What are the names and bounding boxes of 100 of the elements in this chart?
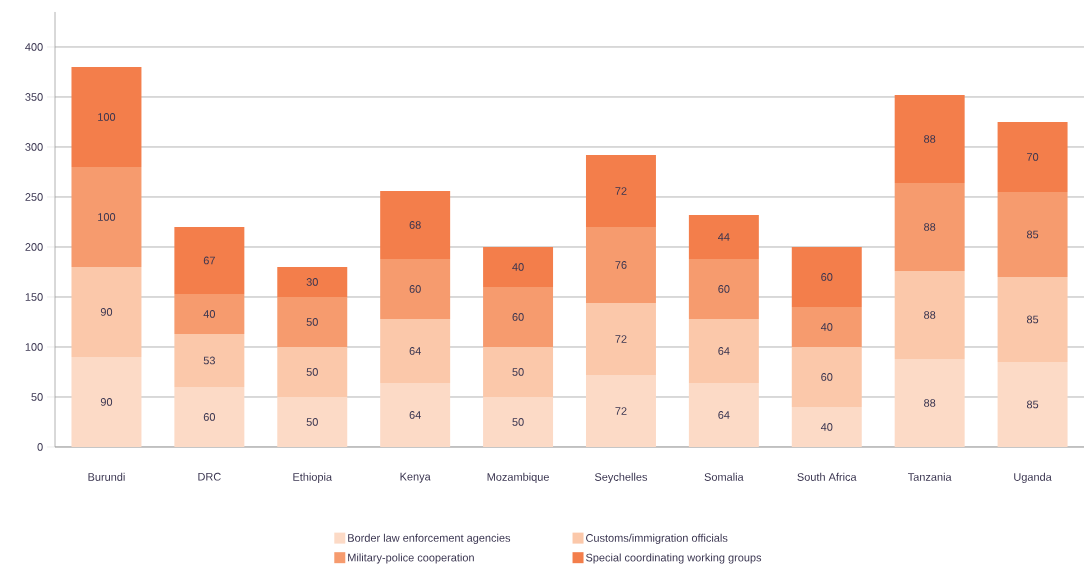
x-tick-label: Uganda (1014, 472, 1052, 484)
bar (997, 361, 1068, 447)
x-tick-label: Kenya (400, 472, 431, 483)
bar (791, 406, 862, 447)
data-label: 68 (409, 221, 421, 229)
bar (380, 382, 451, 447)
bar (894, 182, 965, 271)
bar (585, 374, 656, 447)
bar (380, 318, 451, 383)
data-label: 85 (1026, 315, 1039, 324)
bar (174, 226, 245, 294)
data-label: 88 (924, 399, 936, 407)
data-label: 40 (512, 263, 524, 271)
bar (71, 266, 142, 357)
legend-label: Customs/immigration officials (586, 533, 728, 545)
bar (688, 258, 759, 319)
bar (894, 270, 965, 359)
y-tick-label: 100 (25, 343, 43, 351)
y-tick-label: 0 (37, 443, 43, 451)
bar (277, 296, 348, 347)
bar (688, 382, 759, 447)
y-tick-label: 200 (25, 243, 43, 251)
data-label: 50 (306, 318, 318, 326)
bar (174, 293, 245, 334)
x-tick-label: Ethiopia (293, 472, 333, 484)
legend-label: Special coordinating working groups (586, 553, 762, 564)
bar (174, 386, 245, 447)
bar (894, 94, 965, 183)
data-label: 50 (306, 368, 318, 376)
data-label: 70 (1027, 153, 1039, 161)
x-tick-label: Mozambique (487, 472, 549, 484)
bar (791, 246, 862, 307)
data-label: 88 (924, 311, 936, 319)
data-label: 67 (203, 256, 215, 265)
data-label: 60 (821, 373, 833, 381)
data-label: 40 (820, 323, 833, 331)
bar (71, 66, 142, 167)
data-label: 44 (718, 233, 730, 241)
x-tick-label: Seychelles (594, 472, 648, 484)
bar (380, 190, 451, 259)
bar (277, 266, 348, 297)
data-label: 64 (718, 411, 730, 419)
y-tick-label: 50 (31, 393, 43, 401)
bar (688, 318, 759, 383)
y-tick-label: 150 (25, 293, 43, 301)
data-label: 30 (306, 278, 318, 286)
data-label: 60 (409, 285, 421, 293)
bar (997, 191, 1068, 277)
data-label: 60 (203, 413, 216, 421)
bar (585, 154, 656, 227)
data-label: 72 (615, 335, 627, 343)
data-label: 100 (98, 213, 116, 221)
data-label: 60 (821, 273, 833, 281)
data-label: 88 (924, 223, 936, 231)
data-label: 40 (820, 423, 833, 431)
bar (585, 226, 656, 303)
data-label: 88 (924, 135, 936, 143)
bar (174, 333, 245, 387)
data-label: 76 (615, 261, 627, 269)
bar (997, 121, 1068, 192)
x-tick-label: Tanzania (907, 472, 952, 481)
data-label: 60 (718, 285, 730, 293)
y-tick-label: 350 (25, 93, 43, 101)
bar (71, 166, 142, 267)
bar (483, 286, 554, 347)
data-label: 85 (1026, 400, 1039, 409)
bar (483, 246, 554, 287)
data-label: 72 (615, 407, 627, 415)
data-label: 64 (409, 347, 421, 355)
data-label: 40 (203, 310, 216, 318)
data-label: 90 (100, 308, 113, 316)
bar (585, 302, 656, 375)
bar (483, 396, 554, 447)
bar (791, 306, 862, 347)
bar (791, 346, 862, 407)
data-label: 50 (512, 368, 524, 376)
bar (997, 276, 1068, 362)
data-label: 60 (512, 313, 524, 321)
data-label: 90 (100, 398, 113, 406)
legend-label: Border law enforcement agencies (348, 533, 511, 545)
x-tick-label: DRC (198, 472, 221, 481)
bar (894, 358, 965, 447)
y-tick-label: 250 (25, 193, 43, 201)
bar (277, 396, 348, 447)
data-label: 64 (718, 347, 730, 355)
legend-label: Military-police cooperation (348, 553, 474, 564)
bar (277, 346, 348, 397)
data-label: 100 (98, 113, 116, 121)
bar (380, 258, 451, 319)
data-label: 50 (512, 418, 524, 426)
data-label: 64 (409, 411, 421, 419)
data-label: 53 (203, 356, 215, 365)
bar (71, 356, 142, 447)
y-tick-label: 400 (25, 43, 43, 51)
data-label: 72 (615, 187, 627, 195)
data-label: 85 (1026, 230, 1039, 239)
y-tick-label: 300 (25, 143, 43, 151)
data-label: 50 (306, 418, 318, 426)
bar (483, 346, 554, 397)
x-tick-label: Somalia (704, 472, 744, 481)
